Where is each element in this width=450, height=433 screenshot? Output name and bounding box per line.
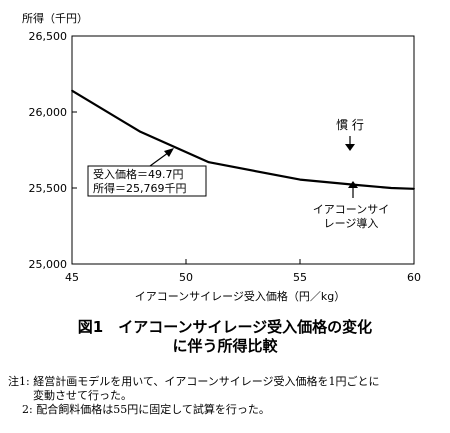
- data-point: [207, 161, 210, 164]
- conventional-label: 慣 行: [336, 117, 364, 132]
- y-axis-label: 所得（千円）: [22, 12, 88, 25]
- annotation-income: 所得＝25,769千円: [93, 182, 187, 195]
- x-tick-label: 60: [407, 271, 421, 284]
- figure-caption: 図1 イアコーンサイレージ受入価格の変化 に伴う所得比較: [0, 318, 450, 356]
- chart-ticks: 25,000 25,500 26,000 26,500 45 50 55 60: [29, 30, 422, 284]
- y-tick-label: 26,500: [29, 30, 68, 43]
- x-tick-label: 50: [179, 271, 193, 284]
- chart-series: [71, 89, 415, 190]
- silage-label-line1: イアコーンサイ: [313, 203, 389, 216]
- note-2: 2: 配合飼料価格は55円に固定して試算を行った。: [22, 403, 270, 416]
- data-point: [390, 187, 393, 189]
- x-axis-label: イアコーンサイレージ受入価格（円／kg）: [135, 289, 346, 303]
- conventional-arrowhead: [345, 144, 355, 151]
- annotation-arrowhead: [164, 148, 174, 157]
- y-tick-label: 25,500: [29, 182, 68, 195]
- data-point: [71, 89, 73, 92]
- data-point: [139, 130, 142, 133]
- silage-label-line2: レージ導入: [324, 216, 379, 230]
- figure-caption-line2: に伴う所得比較: [172, 337, 278, 355]
- note-1: 注1: 経営計画モデルを用いて、イアコーンサイレージ受入価格を1円ごとに: [8, 375, 380, 388]
- figure-caption-line1: 図1 イアコーンサイレージ受入価格の変化: [77, 318, 373, 336]
- data-point: [413, 187, 415, 190]
- chart-axes: [71, 35, 415, 265]
- annotation-box: [87, 165, 207, 197]
- data-point: [299, 178, 301, 181]
- annotation-price: 受入価格＝49.7円: [93, 167, 184, 181]
- y-tick-label: 26,000: [29, 106, 68, 119]
- data-point: [356, 184, 358, 186]
- plot-frame: [71, 35, 415, 265]
- y-tick-label: 25,000: [29, 258, 68, 271]
- x-tick-label: 55: [293, 271, 307, 284]
- x-tick-label: 45: [65, 271, 79, 284]
- silage-arrowhead: [348, 181, 358, 188]
- note-1-cont: 変動させて行った。: [33, 389, 132, 402]
